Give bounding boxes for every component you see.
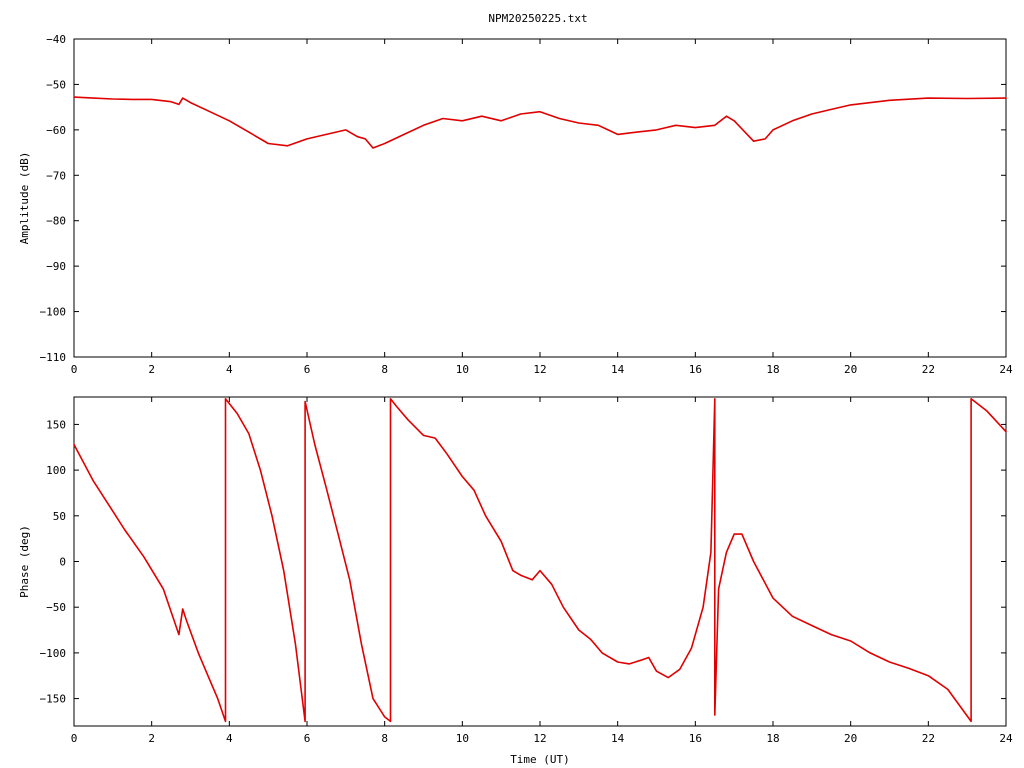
phase-x-tick-label: 22 <box>922 732 935 745</box>
phase-x-tick-label: 16 <box>689 732 702 745</box>
amplitude-x-tick-label: 6 <box>304 363 311 376</box>
amplitude-x-tick-label: 18 <box>766 363 779 376</box>
phase-x-tick-label: 8 <box>381 732 388 745</box>
phase-x-tick-label: 14 <box>611 732 625 745</box>
amplitude-x-tick-label: 24 <box>999 363 1013 376</box>
phase-x-axis-label: Time (UT) <box>510 753 570 766</box>
amplitude-y-tick-label: −40 <box>46 33 66 46</box>
phase-y-tick-label: −100 <box>40 647 67 660</box>
amplitude-y-tick-label: −70 <box>46 169 66 182</box>
phase-x-tick-label: 10 <box>456 732 469 745</box>
amplitude-series-line <box>73 96 1007 149</box>
amplitude-y-tick-label: −100 <box>40 306 67 319</box>
phase-y-tick-label: 100 <box>46 464 66 477</box>
phase-series-line <box>73 397 1007 723</box>
amplitude-x-tick-label: 10 <box>456 363 469 376</box>
amplitude-x-tick-label: 0 <box>71 363 78 376</box>
amplitude-x-tick-label: 12 <box>533 363 546 376</box>
phase-x-tick-label: 6 <box>304 732 311 745</box>
amplitude-y-axis-label: Amplitude (dB) <box>18 152 31 245</box>
amplitude-x-tick-label: 20 <box>844 363 857 376</box>
phase-y-tick-label: 150 <box>46 418 66 431</box>
amplitude-x-tick-label: 14 <box>611 363 625 376</box>
phase-x-tick-label: 0 <box>71 732 78 745</box>
phase-x-tick-label: 12 <box>533 732 546 745</box>
phase-y-axis-label: Phase (deg) <box>18 525 31 598</box>
phase-y-tick-label: −50 <box>46 601 66 614</box>
chart-title: NPM20250225.txt <box>488 12 587 25</box>
amplitude-x-tick-label: 22 <box>922 363 935 376</box>
amplitude-panel: 0 2 4 6 8 10 12 14 16 18 20 22 24−110−100−90−80−70−6… <box>18 33 1013 376</box>
phase-x-tick-label: 20 <box>844 732 857 745</box>
amplitude-x-tick-label: 2 <box>148 363 155 376</box>
phase-y-tick-label: 0 <box>59 556 66 569</box>
phase-x-tick-label: 24 <box>999 732 1013 745</box>
amplitude-x-tick-label: 4 <box>226 363 233 376</box>
phase-y-tick-label: −150 <box>40 693 67 706</box>
amplitude-x-tick-label: 8 <box>381 363 388 376</box>
phase-x-tick-label: 18 <box>766 732 779 745</box>
amplitude-y-tick-label: −50 <box>46 78 66 91</box>
phase-x-tick-label: 4 <box>226 732 233 745</box>
amplitude-y-tick-label: −80 <box>46 215 66 228</box>
phase-panel: 0 2 4 6 8 10 12 14 16 18 20 22 24−150−100−5005010015… <box>18 396 1013 766</box>
amplitude-y-tick-label: −110 <box>40 351 67 364</box>
amplitude-y-tick-label: −60 <box>46 124 66 137</box>
amplitude-x-tick-label: 16 <box>689 363 702 376</box>
phase-y-tick-label: 50 <box>53 510 66 523</box>
phase-x-tick-label: 2 <box>148 732 155 745</box>
amplitude-y-tick-label: −90 <box>46 260 66 273</box>
